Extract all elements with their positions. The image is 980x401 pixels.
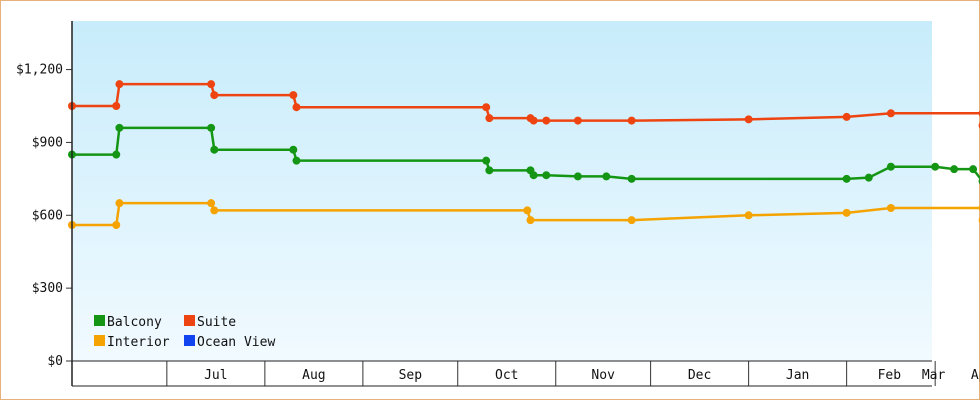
series-suite: [68, 80, 980, 129]
data-point: [602, 172, 611, 181]
data-point: [842, 174, 851, 183]
data-point: [864, 173, 873, 182]
data-point: [542, 116, 551, 125]
month-label: Jan: [786, 368, 809, 383]
data-point: [112, 102, 121, 110]
data-point: [969, 165, 978, 174]
data-point: [627, 216, 636, 225]
data-point: [627, 174, 636, 183]
legend-swatch: [184, 315, 195, 326]
data-point: [573, 116, 582, 125]
legend-swatch: [94, 315, 105, 326]
data-point: [627, 116, 636, 125]
legend-label: Interior: [107, 335, 170, 350]
month-label: Dec: [688, 368, 711, 383]
data-point: [112, 150, 121, 159]
data-point: [744, 115, 753, 124]
plot-area: [72, 21, 932, 361]
data-point: [485, 114, 494, 123]
series-balcony: [68, 123, 980, 185]
data-point: [115, 199, 124, 208]
data-point: [112, 221, 121, 229]
data-point: [886, 109, 895, 118]
data-point: [842, 112, 851, 121]
data-point: [931, 162, 940, 171]
axes: JulAugSepOctNovDecJanFebMarAprMayJunJulA…: [16, 21, 980, 387]
data-point: [292, 156, 301, 165]
month-label: Sep: [399, 368, 423, 383]
data-point: [115, 123, 124, 132]
data-point: [207, 199, 216, 208]
data-point: [210, 206, 219, 215]
data-point: [950, 165, 959, 174]
data-point: [526, 216, 535, 225]
data-point: [886, 162, 895, 171]
data-point: [210, 145, 219, 154]
month-label: Mar: [922, 368, 946, 383]
data-point: [744, 211, 753, 220]
data-point: [485, 166, 494, 175]
month-label: Feb: [878, 368, 902, 383]
y-tick-label: $0: [47, 354, 63, 369]
data-point: [289, 145, 298, 154]
month-label: Apr: [971, 368, 980, 383]
data-point: [289, 91, 298, 100]
legend-swatch: [94, 335, 105, 346]
y-tick-label: $1,200: [16, 63, 63, 78]
data-point: [886, 204, 895, 212]
data-point: [842, 208, 851, 217]
month-label: Oct: [495, 368, 518, 383]
data-point: [529, 171, 538, 180]
y-tick-label: $600: [32, 208, 63, 223]
data-point: [482, 156, 491, 165]
data-point: [523, 206, 532, 215]
data-point: [542, 171, 551, 180]
legend-label: Ocean View: [197, 335, 275, 350]
month-label: Aug: [302, 368, 325, 383]
legend-label: Suite: [197, 315, 236, 330]
legend-swatch: [184, 335, 195, 346]
data-point: [115, 80, 124, 89]
data-point: [292, 103, 301, 112]
legend: Balcony Suite Interior Ocean View: [94, 315, 275, 350]
y-tick-label: $900: [32, 135, 63, 150]
series-group: [68, 80, 980, 229]
data-point: [573, 172, 582, 181]
data-point: [207, 123, 216, 132]
data-point: [482, 103, 491, 112]
data-point: [210, 91, 219, 100]
month-label: Nov: [591, 368, 615, 383]
data-point: [207, 80, 216, 89]
data-point: [529, 116, 538, 125]
y-tick-label: $300: [32, 281, 63, 296]
month-label: Jul: [204, 368, 227, 383]
legend-label: Balcony: [107, 315, 162, 330]
series-line: [72, 126, 980, 181]
series-interior: [68, 199, 980, 229]
